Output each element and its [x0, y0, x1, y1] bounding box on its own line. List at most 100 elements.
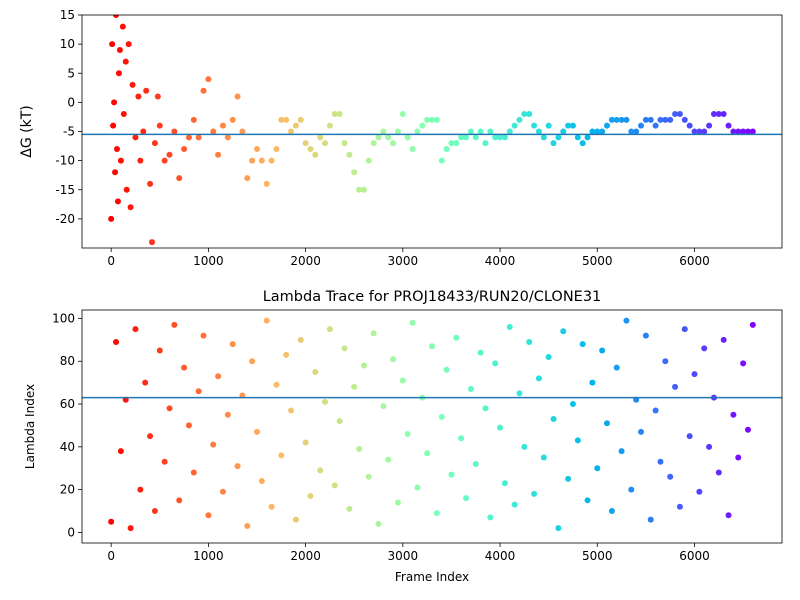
x-tick-label: 0 [107, 549, 115, 563]
point [356, 186, 363, 193]
point [662, 358, 669, 365]
x-tick-label: 3000 [388, 549, 419, 563]
point [744, 128, 751, 135]
point [526, 338, 533, 345]
point [424, 450, 431, 457]
point [521, 443, 528, 450]
point [176, 497, 183, 504]
point [550, 416, 557, 423]
point [715, 469, 722, 476]
point [565, 475, 572, 482]
point [749, 128, 756, 135]
x-tick-label: 4000 [485, 254, 516, 268]
point [120, 111, 127, 118]
point [307, 493, 314, 500]
point [448, 471, 455, 478]
y-tick-label: -5 [63, 125, 75, 139]
point [115, 70, 122, 77]
point [185, 422, 192, 429]
x-tick-label: 5000 [582, 254, 613, 268]
point [147, 180, 154, 187]
point [623, 317, 630, 324]
point [151, 508, 158, 515]
point [224, 134, 231, 141]
point [123, 186, 130, 193]
point [239, 128, 246, 135]
point [604, 420, 610, 427]
point [341, 345, 348, 352]
point [730, 128, 737, 135]
point [292, 122, 299, 129]
point [647, 116, 654, 123]
point [108, 518, 115, 525]
point [720, 336, 727, 343]
point [691, 128, 698, 135]
point [268, 157, 275, 164]
point [143, 87, 150, 94]
point [263, 317, 270, 324]
point [219, 488, 226, 495]
point [370, 330, 377, 337]
point [346, 505, 353, 512]
point [453, 140, 460, 147]
y-tick-label: 40 [60, 440, 75, 454]
point [229, 341, 236, 348]
point [433, 116, 440, 123]
point [506, 324, 513, 331]
point [638, 122, 645, 129]
point [584, 134, 591, 141]
y-tick-label: -20 [55, 212, 75, 226]
y-tick-label: 15 [60, 8, 75, 22]
point [565, 122, 572, 129]
point [467, 128, 474, 135]
point [365, 157, 372, 164]
point [429, 343, 435, 350]
point [618, 116, 625, 123]
point [613, 116, 620, 123]
point [599, 128, 606, 135]
point [424, 116, 431, 123]
x-tick-label: 1000 [193, 549, 224, 563]
point [438, 157, 445, 164]
point [229, 116, 236, 123]
point [667, 116, 674, 123]
x-tick-label: 1000 [193, 254, 224, 268]
point [331, 111, 338, 118]
point [497, 134, 504, 141]
point [409, 319, 416, 326]
point [125, 41, 132, 48]
point [501, 134, 508, 141]
point [613, 364, 620, 371]
point [176, 175, 183, 182]
point [472, 134, 479, 141]
point [394, 499, 401, 506]
point [599, 347, 606, 354]
point [219, 122, 226, 129]
y-tick-label: 80 [60, 354, 75, 368]
point [501, 480, 508, 487]
point [535, 375, 542, 382]
point [647, 516, 654, 523]
point [161, 157, 168, 164]
point [511, 122, 518, 129]
point [390, 356, 397, 363]
point [351, 383, 358, 390]
point [749, 321, 756, 328]
point [399, 377, 406, 384]
point [472, 460, 479, 467]
point [691, 371, 698, 378]
point [317, 134, 324, 141]
point [569, 401, 576, 408]
point [110, 122, 117, 129]
point [696, 488, 703, 495]
y-tick-label: 5 [67, 66, 75, 80]
point [667, 473, 674, 480]
point [584, 497, 591, 504]
point [292, 516, 299, 523]
point [322, 140, 329, 147]
y-tick-label: 10 [60, 37, 75, 51]
x-tick-label: 2000 [290, 254, 321, 268]
point [579, 341, 586, 348]
point [720, 111, 727, 118]
